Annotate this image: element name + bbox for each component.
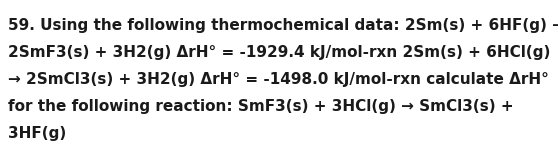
Text: 2SmF3(s) + 3H2(g) ΔrH° = -1929.4 kJ/mol-rxn 2Sm(s) + 6HCl(g): 2SmF3(s) + 3H2(g) ΔrH° = -1929.4 kJ/mol-… <box>8 45 551 60</box>
Text: for the following reaction: SmF3(s) + 3HCl(g) → SmCl3(s) +: for the following reaction: SmF3(s) + 3H… <box>8 99 514 114</box>
Text: 59. Using the following thermochemical data: 2Sm(s) + 6HF(g) →: 59. Using the following thermochemical d… <box>8 18 558 33</box>
Text: 3HF(g): 3HF(g) <box>8 126 66 141</box>
Text: → 2SmCl3(s) + 3H2(g) ΔrH° = -1498.0 kJ/mol-rxn calculate ΔrH°: → 2SmCl3(s) + 3H2(g) ΔrH° = -1498.0 kJ/m… <box>8 72 549 87</box>
